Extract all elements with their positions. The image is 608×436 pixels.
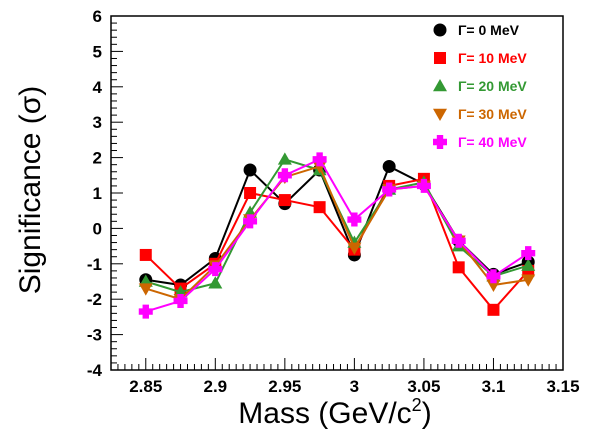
data-point xyxy=(138,304,153,319)
data-point xyxy=(312,152,327,167)
y-tick-label: 3 xyxy=(93,113,102,132)
data-point xyxy=(487,303,500,316)
data-point xyxy=(243,214,258,229)
y-tick-label: 2 xyxy=(93,149,102,168)
legend-label: Γ= 20 MeV xyxy=(458,78,527,94)
data-point xyxy=(486,269,501,284)
x-axis-title-main: Mass (GeV/c xyxy=(238,397,411,430)
data-point xyxy=(278,194,291,207)
data-point xyxy=(452,261,465,274)
x-axis-ticks: 2.85 2.9 2.95 3 3.05 3.1 3.15 xyxy=(110,358,580,396)
data-point xyxy=(521,274,536,287)
data-point xyxy=(347,212,362,227)
y-axis-title: Significance (σ) xyxy=(14,86,47,295)
series-1 xyxy=(139,172,535,316)
data-point xyxy=(208,276,223,289)
x-tick-label: 2.85 xyxy=(129,377,162,396)
y-tick-label: 6 xyxy=(93,7,102,26)
x-axis-title-end: ) xyxy=(422,397,432,430)
legend-marker xyxy=(433,79,447,92)
data-point xyxy=(382,182,397,197)
x-tick-label: 2.9 xyxy=(203,377,227,396)
data-point xyxy=(521,246,536,261)
data-point xyxy=(208,262,223,277)
legend-label: Γ= 10 MeV xyxy=(458,50,527,66)
data-point xyxy=(486,279,501,293)
legend-label: Γ= 40 MeV xyxy=(458,134,527,150)
series-line xyxy=(145,165,529,287)
legend-label: Γ= 30 MeV xyxy=(458,106,527,122)
y-tick-label: -2 xyxy=(87,290,102,309)
y-tick-label: 4 xyxy=(93,78,103,97)
data-point xyxy=(277,168,292,183)
series-0 xyxy=(139,159,535,292)
legend-marker xyxy=(433,108,447,121)
data-point xyxy=(347,242,362,255)
data-point xyxy=(382,159,396,173)
legend: Γ= 0 MeV Γ= 10 MeV Γ= 20 MeV Γ= 30 MeV Γ= 40… xyxy=(433,22,527,150)
data-point xyxy=(521,258,536,271)
legend-marker xyxy=(433,23,447,37)
data-point xyxy=(243,163,257,177)
y-tick-label: -4 xyxy=(87,361,103,380)
data-point xyxy=(139,248,152,261)
x-tick-label: 3.05 xyxy=(407,377,440,396)
series-line xyxy=(145,177,529,312)
y-tick-label: 5 xyxy=(93,42,102,61)
data-point xyxy=(173,293,188,308)
y-axis-ticks: -4 -3 -2 -1 0 1 2 3 4 5 6 xyxy=(87,7,123,380)
data-point xyxy=(416,178,431,193)
data-point xyxy=(244,187,257,199)
x-axis-title-sup: 2 xyxy=(412,395,422,415)
series-4 xyxy=(138,152,536,319)
plot-frame xyxy=(110,15,564,371)
series-layer xyxy=(138,152,536,319)
x-tick-label: 3 xyxy=(350,377,359,396)
y-tick-label: -3 xyxy=(87,326,102,345)
legend-marker xyxy=(433,135,447,149)
x-tick-label: 3.1 xyxy=(482,377,506,396)
y-tick-label: -1 xyxy=(87,255,102,274)
x-axis-title: Mass (GeV/c2) xyxy=(238,395,431,430)
y-tick-label: 1 xyxy=(93,184,102,203)
x-tick-label: 2.95 xyxy=(268,377,301,396)
x-tick-label: 3.15 xyxy=(546,377,579,396)
legend-marker xyxy=(434,52,446,64)
data-point xyxy=(451,233,466,248)
series-line xyxy=(145,158,529,313)
data-point xyxy=(138,283,153,296)
y-tick-label: 0 xyxy=(93,219,102,238)
data-point xyxy=(277,152,292,165)
data-point xyxy=(313,201,326,214)
legend-label: Γ= 0 MeV xyxy=(458,22,520,38)
